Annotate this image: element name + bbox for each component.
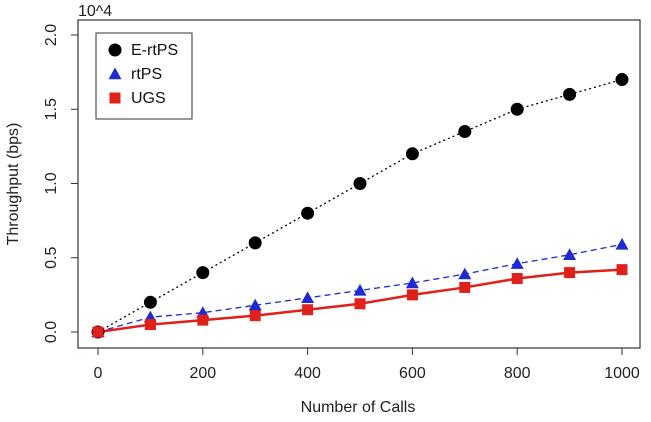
data-point-ugs xyxy=(616,264,628,276)
y-multiplier-label: 10^4 xyxy=(78,3,112,20)
data-point-e-rtps xyxy=(510,102,524,116)
data-point-ugs xyxy=(92,326,104,338)
data-point-ugs xyxy=(511,273,523,285)
x-tick-label: 400 xyxy=(294,365,321,382)
data-point-e-rtps xyxy=(563,87,577,101)
x-tick-label: 1000 xyxy=(604,365,640,382)
data-point-rtps xyxy=(405,276,419,289)
y-axis-title: Throughput (bps) xyxy=(5,123,22,246)
legend-marker-ugs xyxy=(109,92,121,104)
data-point-e-rtps xyxy=(353,177,367,190)
data-point-e-rtps xyxy=(248,236,262,250)
data-point-e-rtps xyxy=(301,206,315,220)
data-point-rtps xyxy=(248,298,262,311)
legend-label-e-rtps: E-rtPS xyxy=(131,42,178,59)
legend-label-rtps: rtPS xyxy=(131,66,162,83)
data-point-ugs xyxy=(302,304,314,316)
data-point-ugs xyxy=(144,319,156,331)
legend-marker-e-rtps xyxy=(108,43,122,57)
x-tick-label: 200 xyxy=(189,365,216,382)
legend: E-rtPS rtPS UGS xyxy=(95,32,193,120)
y-axis: 0.0 0.5 1.0 1.5 2.0 xyxy=(43,24,79,343)
data-point-rtps xyxy=(301,291,315,304)
data-point-ugs xyxy=(197,314,209,326)
data-point-e-rtps xyxy=(196,266,210,280)
data-point-ugs xyxy=(406,289,418,301)
x-tick-label: 800 xyxy=(504,365,531,382)
x-tick-label: 600 xyxy=(399,365,426,382)
data-point-rtps xyxy=(353,283,367,296)
y-tick-label: 0.5 xyxy=(43,247,60,269)
x-axis-title: Number of Calls xyxy=(301,399,416,416)
data-point-rtps xyxy=(563,248,577,260)
data-point-e-rtps xyxy=(458,125,472,139)
y-tick-label: 0.0 xyxy=(43,321,60,343)
y-tick-label: 1.5 xyxy=(43,98,60,120)
y-tick-label: 1.0 xyxy=(43,172,60,194)
data-point-ugs xyxy=(249,310,261,322)
data-point-e-rtps xyxy=(143,295,157,309)
x-axis: 0 200 400 600 800 1000 xyxy=(94,347,640,382)
data-point-rtps xyxy=(510,257,524,269)
data-point-ugs xyxy=(354,298,366,310)
data-point-ugs xyxy=(459,281,471,293)
data-point-ugs xyxy=(564,267,576,279)
data-point-e-rtps xyxy=(615,73,629,87)
data-point-rtps xyxy=(458,267,472,280)
legend-label-ugs: UGS xyxy=(131,90,166,107)
y-tick-label: 2.0 xyxy=(43,24,60,46)
data-point-rtps xyxy=(615,237,629,250)
data-point-e-rtps xyxy=(405,147,419,161)
series-layer xyxy=(91,73,629,339)
legend-marker-rtps xyxy=(108,67,122,80)
x-tick-label: 0 xyxy=(94,365,103,382)
